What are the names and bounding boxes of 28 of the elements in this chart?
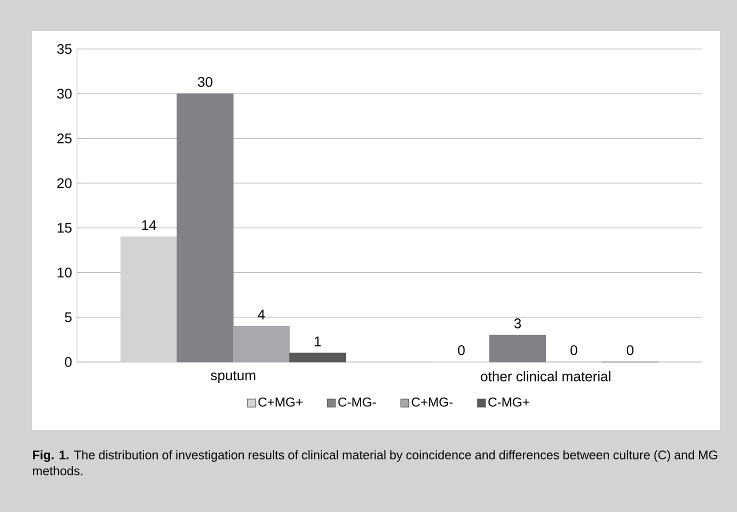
- y-tick-label: 15: [58, 222, 72, 233]
- legend-label: C-MG+: [488, 397, 530, 407]
- bar: [232, 326, 290, 362]
- data-label: 0: [570, 345, 578, 356]
- data-label: 3: [514, 318, 521, 328]
- bar: [289, 352, 346, 362]
- y-tick-label: 30: [57, 88, 72, 99]
- data-label: 4: [258, 310, 265, 320]
- y-tick-label: 35: [57, 44, 72, 54]
- y-tick-label: 0: [64, 357, 72, 367]
- data-label: 30: [198, 76, 212, 87]
- y-tick-label: 5: [64, 312, 72, 322]
- data-label: 1: [314, 336, 321, 346]
- bar: [176, 93, 234, 362]
- legend-label: C-MG-: [338, 397, 376, 407]
- y-tick-label: 10: [58, 268, 72, 278]
- data-label: 14: [142, 220, 156, 230]
- legend-label: C+MG+: [258, 397, 302, 407]
- y-tick-label: 20: [57, 178, 72, 188]
- text: Fig. 1. The distribution of investigation results of clinical material by coincidence and differences between culture (C) and MG methods.: [33, 450, 718, 476]
- x-tick-label: sputum: [210, 371, 256, 384]
- y-tick-label: 25: [57, 133, 72, 144]
- bar: [489, 334, 546, 362]
- legend-label: C+MG-: [412, 397, 453, 407]
- data-label: 0: [458, 345, 465, 356]
- data-label: 0: [626, 345, 634, 356]
- bar: [120, 236, 178, 362]
- x-tick-label: other clinical material: [480, 371, 610, 382]
